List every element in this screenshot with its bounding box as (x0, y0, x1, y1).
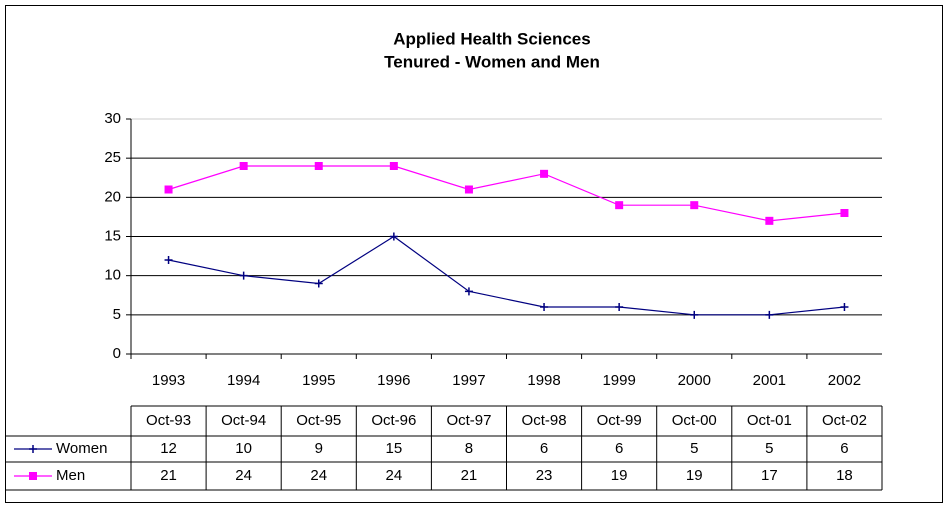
point (314, 162, 323, 170)
y-tick-label: 25 (104, 149, 121, 166)
table-value: 15 (386, 440, 403, 457)
point (615, 201, 624, 210)
point (464, 185, 473, 194)
x-tick-label: 2002 (828, 372, 861, 389)
point (314, 279, 323, 288)
table-value: 24 (310, 467, 327, 484)
table-value: 5 (765, 440, 773, 457)
y-tick-label: 30 (104, 110, 121, 127)
x-tick-label: 1997 (452, 372, 485, 389)
x-tick-label: 1996 (377, 372, 410, 389)
x-tick-label: 2000 (678, 372, 711, 389)
x-tick-label: 2001 (753, 372, 786, 389)
table-header: Oct-98 (522, 412, 567, 429)
table-header: Oct-01 (747, 412, 792, 429)
table-header: Oct-97 (446, 412, 491, 429)
table-value: 23 (536, 467, 553, 484)
y-tick-label: 20 (104, 188, 121, 205)
point (765, 216, 774, 225)
table-header: Oct-95 (296, 412, 341, 429)
table-value: 24 (235, 467, 252, 484)
table-header: Oct-02 (822, 412, 867, 429)
chart-title: Applied Health Sciences (393, 29, 590, 48)
y-tick-label: 5 (113, 306, 121, 323)
legend-label: Men (56, 467, 85, 484)
y-tick-label: 10 (104, 267, 121, 284)
table-value: 24 (386, 467, 403, 484)
table-header: Oct-94 (221, 412, 266, 429)
table-header: Oct-93 (146, 412, 191, 429)
point (164, 185, 173, 194)
table-value: 6 (540, 440, 548, 457)
x-tick-label: 1998 (527, 372, 560, 389)
table-value: 10 (235, 440, 252, 457)
x-tick-label: 1999 (602, 372, 635, 389)
table-value: 18 (836, 467, 853, 484)
table-value: 19 (686, 467, 703, 484)
point (164, 256, 173, 264)
table-value: 5 (690, 440, 698, 457)
table-value: 9 (315, 440, 323, 457)
table-value: 21 (160, 467, 177, 484)
point (690, 310, 699, 319)
legend-marker (29, 472, 37, 480)
table-header: Oct-96 (371, 412, 416, 429)
x-tick-label: 1994 (227, 372, 260, 389)
table-value: 12 (160, 440, 177, 457)
series-line (168, 235, 845, 316)
y-tick-label: 0 (113, 345, 121, 362)
point (389, 232, 398, 241)
series-line (168, 165, 845, 222)
point (389, 162, 398, 170)
x-tick-label: 1995 (302, 372, 335, 389)
table-value: 6 (615, 440, 623, 457)
point (464, 287, 473, 296)
x-tick-label: 1993 (152, 372, 185, 389)
point (239, 271, 248, 280)
chart-title: Tenured - Women and Men (384, 52, 600, 71)
chart-border (5, 5, 943, 503)
table-value: 6 (840, 440, 848, 457)
table-header: Oct-99 (597, 412, 642, 429)
y-tick-label: 15 (104, 227, 121, 244)
point (840, 209, 849, 217)
point (840, 303, 849, 311)
point (239, 162, 248, 170)
table-value: 17 (761, 467, 778, 484)
point (690, 201, 699, 210)
point (765, 310, 774, 319)
table-value: 21 (461, 467, 478, 484)
legend-marker (29, 445, 37, 453)
legend-label: Women (56, 440, 107, 457)
table-value: 19 (611, 467, 628, 484)
point (615, 303, 624, 311)
point (540, 303, 549, 311)
table-header: Oct-00 (672, 412, 717, 429)
point (540, 169, 549, 178)
table-value: 8 (465, 440, 473, 457)
